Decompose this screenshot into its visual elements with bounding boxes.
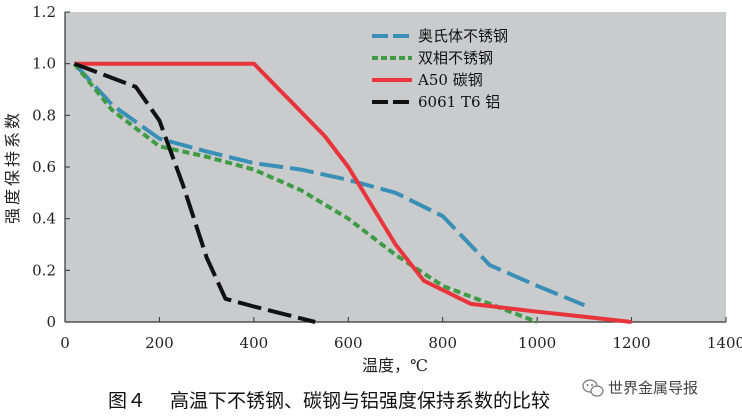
y-tick-label: 0.2 (32, 261, 56, 279)
watermark-text: 世界金属导报 (608, 379, 698, 397)
y-axis-title: 强度保持系数 (3, 110, 22, 224)
y-tick-label: 0.8 (32, 106, 56, 124)
x-tick-label: 400 (240, 334, 269, 352)
x-ticks: 0 200 400 600 800 1000 1200 1400 (60, 317, 742, 352)
x-tick-label: 200 (145, 334, 174, 352)
x-tick-label: 600 (334, 334, 363, 352)
legend-label-1: 奥氏体不锈钢 (418, 27, 508, 45)
legend-label-3: A50 碳钢 (417, 71, 483, 89)
y-tick-label: 1.0 (32, 55, 56, 73)
x-tick-label: 0 (60, 334, 70, 352)
watermark: 世界金属导报 (582, 379, 698, 397)
series-line-4 (73, 61, 316, 324)
y-tick-label: 0.6 (32, 158, 56, 176)
caption-figure-label: 图４ (108, 390, 146, 412)
legend-label-4: 6061 T6 铝 (418, 93, 500, 111)
caption-title: 高温下不锈钢、碳钢与铝强度保持系数的比较 (170, 390, 550, 412)
wechat-icon (582, 379, 604, 397)
figure-caption: 图４ 高温下不锈钢、碳钢与铝强度保持系数的比较 (108, 390, 550, 412)
series-line-1 (72, 62, 586, 308)
y-tick-label: 0 (46, 313, 56, 331)
legend-label-2: 双相不锈钢 (418, 49, 493, 67)
x-tick-label: 1000 (518, 334, 556, 352)
y-tick-label: 0.4 (32, 210, 56, 228)
x-tick-label: 800 (428, 334, 457, 352)
y-ticks: 0 0.2 0.4 0.6 0.8 1.0 1.2 (32, 3, 70, 331)
series-lines (72, 61, 632, 324)
x-axis-title: 温度，℃ (362, 356, 428, 375)
series-line-3 (74, 61, 632, 324)
x-tick-label: 1400 (707, 334, 742, 352)
series-line-2 (72, 62, 538, 324)
x-tick-label: 1200 (612, 334, 650, 352)
y-tick-label: 1.2 (32, 3, 56, 21)
